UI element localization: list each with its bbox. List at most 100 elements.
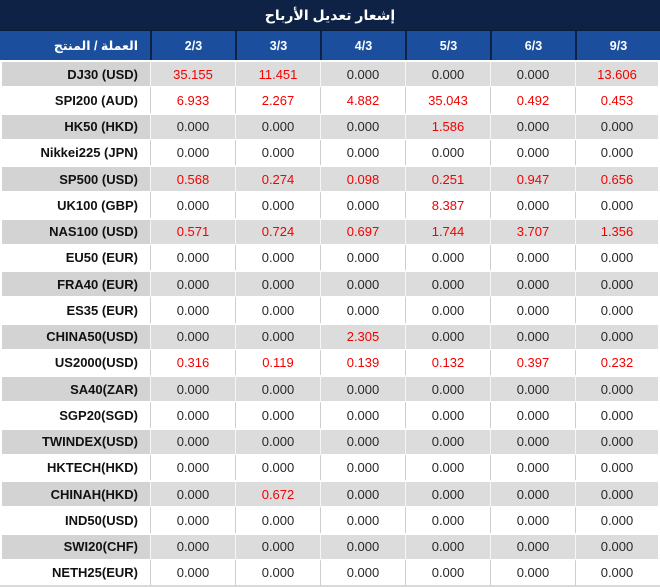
adjustment-value-cell: 0.000 [575,506,660,533]
page-title: إشعار تعديل الأرباح [264,6,396,23]
adjustment-value-cell: 0.000 [320,243,405,270]
column-header-date: 2/3 [150,31,235,60]
adjustment-value-cell: 0.568 [150,165,235,192]
table-row: DJ30 (USD) 35.155 11.451 0.000 0.000 0.000 13.… [0,60,660,87]
table-header: العملة / المنتج 2/3 3/3 4/3 5/3 6/3 9/3 [0,31,660,60]
adjustment-value-cell: 1.356 [575,217,660,244]
adjustment-value-cell: 0.000 [150,401,235,428]
adjustment-value-cell: 0.000 [405,453,490,480]
adjustment-value-cell: 0.000 [235,322,320,349]
adjustment-value-cell: 0.000 [235,112,320,139]
adjustment-value-cell: 0.000 [405,296,490,323]
adjustment-value-cell: 0.000 [150,270,235,297]
adjustment-value-cell: 0.000 [405,480,490,507]
adjustment-value-cell: 0.000 [490,322,575,349]
table-row: UK100 (GBP) 0.000 0.000 0.000 8.387 0.000 0.00… [0,191,660,218]
adjustment-value-cell: 0.492 [490,86,575,113]
header-row: العملة / المنتج 2/3 3/3 4/3 5/3 6/3 9/3 [0,31,660,60]
adjustment-value-cell: 0.139 [320,348,405,375]
product-name-cell: DJ30 (USD) [0,60,150,87]
table-row: EU50 (EUR) 0.000 0.000 0.000 0.000 0.000 0.000 [0,243,660,270]
adjustment-value-cell: 0.000 [150,506,235,533]
adjustment-value-cell: 0.000 [490,453,575,480]
adjustment-value-cell: 0.000 [575,453,660,480]
adjustment-value-cell: 0.000 [405,558,490,585]
adjustment-value-cell: 0.000 [490,270,575,297]
adjustment-value-cell: 0.000 [575,243,660,270]
dividend-adjustment-table: العملة / المنتج 2/3 3/3 4/3 5/3 6/3 9/3 … [0,31,660,585]
adjustment-value-cell: 0.000 [320,375,405,402]
adjustment-value-cell: 0.000 [575,296,660,323]
adjustment-value-cell: 0.000 [575,138,660,165]
product-name-cell: Nikkei225 (JPN) [0,138,150,165]
adjustment-value-cell: 0.000 [575,532,660,559]
adjustment-value-cell: 0.000 [235,296,320,323]
adjustment-value-cell: 0.000 [150,296,235,323]
adjustment-value-cell: 0.000 [575,375,660,402]
adjustment-value-cell: 0.656 [575,165,660,192]
table-row: SP500 (USD) 0.568 0.274 0.098 0.251 0.947 0.65… [0,165,660,192]
adjustment-value-cell: 0.000 [575,480,660,507]
adjustment-value-cell: 0.000 [235,453,320,480]
adjustment-value-cell: 0.000 [320,506,405,533]
product-name-cell: CHINA50(USD) [0,322,150,349]
adjustment-value-cell: 0.000 [490,243,575,270]
adjustment-value-cell: 35.043 [405,86,490,113]
adjustment-value-cell: 0.251 [405,165,490,192]
table-row: SA40(ZAR) 0.000 0.000 0.000 0.000 0.000 0.000 [0,375,660,402]
product-name-cell: US2000(USD) [0,348,150,375]
adjustment-value-cell: 0.000 [320,60,405,87]
product-name-cell: NETH25(EUR) [0,558,150,585]
adjustment-value-cell: 11.451 [235,60,320,87]
table-row: US2000(USD) 0.316 0.119 0.139 0.132 0.397 0.23… [0,348,660,375]
adjustment-value-cell: 0.000 [405,60,490,87]
adjustment-value-cell: 0.000 [320,480,405,507]
adjustment-value-cell: 0.000 [320,270,405,297]
adjustment-value-cell: 1.586 [405,112,490,139]
adjustment-value-cell: 0.000 [575,427,660,454]
adjustment-value-cell: 0.000 [150,138,235,165]
product-name-cell: ES35 (EUR) [0,296,150,323]
table-body: DJ30 (USD) 35.155 11.451 0.000 0.000 0.000 13.… [0,60,660,585]
product-name-cell: SPI200 (AUD) [0,86,150,113]
column-header-product: العملة / المنتج [0,31,150,60]
adjustment-value-cell: 0.000 [405,401,490,428]
column-header-date: 5/3 [405,31,490,60]
adjustment-value-cell: 0.000 [150,558,235,585]
adjustment-value-cell: 0.000 [405,138,490,165]
adjustment-value-cell: 0.274 [235,165,320,192]
adjustment-value-cell: 2.267 [235,86,320,113]
product-name-cell: NAS100 (USD) [0,217,150,244]
adjustment-value-cell: 4.882 [320,86,405,113]
product-name-cell: IND50(USD) [0,506,150,533]
column-header-date: 9/3 [575,31,660,60]
adjustment-value-cell: 0.000 [150,191,235,218]
adjustment-value-cell: 0.000 [405,322,490,349]
column-header-date: 6/3 [490,31,575,60]
adjustment-value-cell: 0.000 [490,558,575,585]
adjustment-value-cell: 1.744 [405,217,490,244]
adjustment-value-cell: 35.155 [150,60,235,87]
adjustment-value-cell: 0.397 [490,348,575,375]
product-name-cell: SGP20(SGD) [0,401,150,428]
adjustment-value-cell: 0.000 [320,191,405,218]
product-name-cell: FRA40 (EUR) [0,270,150,297]
adjustment-value-cell: 0.000 [490,532,575,559]
table-row: HK50 (HKD) 0.000 0.000 0.000 1.586 0.000 0.000 [0,112,660,139]
adjustment-value-cell: 0.000 [235,138,320,165]
adjustment-value-cell: 0.000 [575,270,660,297]
adjustment-value-cell: 0.000 [490,427,575,454]
adjustment-value-cell: 0.000 [150,375,235,402]
adjustment-value-cell: 0.000 [150,427,235,454]
adjustment-value-cell: 0.000 [235,375,320,402]
adjustment-value-cell: 0.000 [405,427,490,454]
adjustment-value-cell: 8.387 [405,191,490,218]
table-row: FRA40 (EUR) 0.000 0.000 0.000 0.000 0.000 0.00… [0,270,660,297]
product-name-cell: UK100 (GBP) [0,191,150,218]
adjustment-value-cell: 0.000 [405,375,490,402]
adjustment-value-cell: 0.000 [235,427,320,454]
table-row: CHINAH(HKD) 0.000 0.672 0.000 0.000 0.000 0.00… [0,480,660,507]
adjustment-value-cell: 0.000 [490,296,575,323]
adjustment-value-cell: 0.000 [235,270,320,297]
